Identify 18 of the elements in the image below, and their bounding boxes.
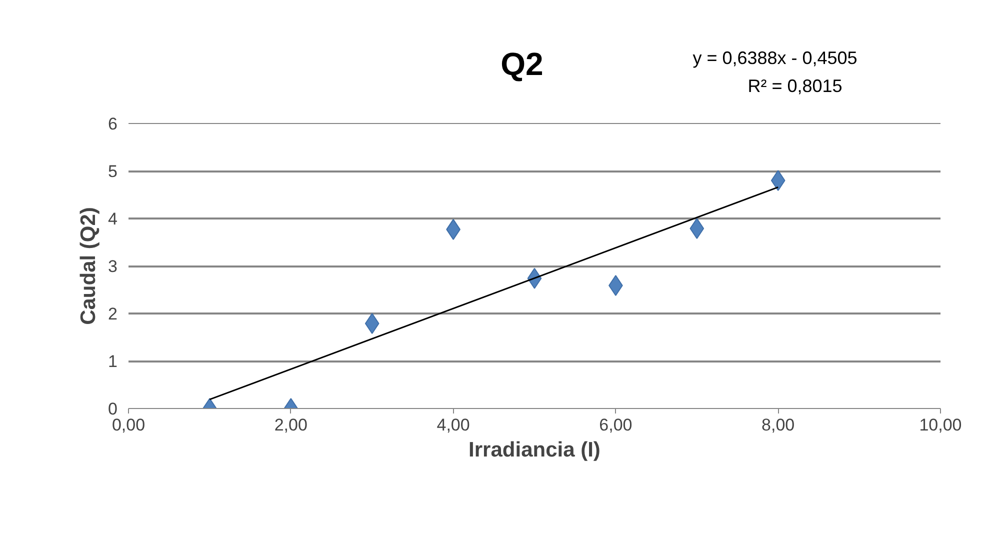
- y-tick-label: 4: [108, 210, 118, 228]
- y-tick-label: 6: [108, 114, 118, 134]
- text: y = 0,6388x - 0,4505: [692, 48, 858, 69]
- y-tick-label: 5: [108, 162, 118, 181]
- x-tick-label: 2,00: [274, 416, 308, 434]
- y-tick-label: 3: [108, 257, 118, 276]
- x-tick-label: 4,00: [436, 416, 470, 434]
- chart-title: Q2: [500, 46, 544, 83]
- x-tick-label: 0,00: [112, 416, 146, 434]
- y-axis-title: Caudal (Q2): [77, 207, 100, 325]
- x-tick-label: 6,00: [599, 416, 632, 434]
- x-axis-title: Irradiancia (I): [468, 438, 600, 462]
- y-tick-label: 0: [108, 400, 118, 418]
- y-tick-label: 1: [108, 352, 118, 371]
- x-tick-label: 10,00: [919, 416, 962, 434]
- text: R² = 0,8015: [746, 76, 844, 97]
- x-tick-label: 8,00: [762, 416, 795, 434]
- y-tick-label: 2: [108, 304, 118, 324]
